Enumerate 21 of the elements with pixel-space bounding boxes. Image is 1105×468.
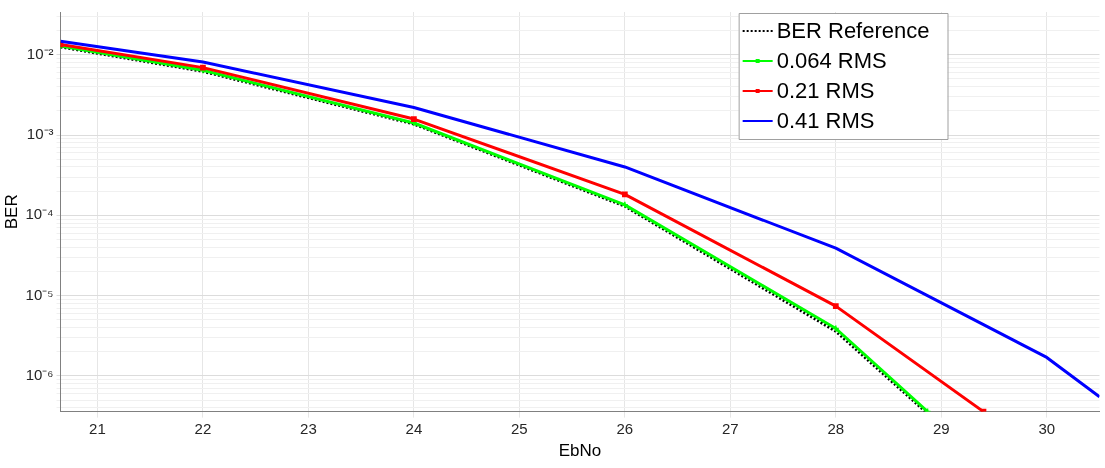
y-tick-label: 10⁻⁶ (25, 366, 54, 384)
y-axis-title: BER (1, 194, 21, 230)
x-tick-label: 25 (511, 419, 528, 437)
x-tick-label: 27 (721, 419, 739, 437)
x-tick-label: 28 (827, 419, 845, 437)
y-tick-label: 10⁻³ (26, 125, 54, 143)
y-tick-label: 10⁻⁵ (25, 285, 54, 303)
legend-label: 0.21 RMS (776, 78, 875, 104)
legend-label: 0.41 RMS (776, 108, 875, 134)
x-tick-label: 21 (89, 419, 106, 437)
legend-label: BER Reference (776, 18, 930, 44)
x-tick-label: 29 (932, 419, 950, 437)
x-tick-label: 22 (194, 419, 212, 437)
x-tick-label: 23 (300, 419, 317, 437)
y-tick-label: 10⁻⁴ (25, 205, 54, 223)
legend-label: 0.064 RMS (776, 48, 887, 74)
x-axis-title: EbNo (558, 441, 602, 461)
y-tick-label: 10⁻² (26, 44, 54, 62)
x-tick-label: 24 (405, 419, 423, 437)
x-tick-label: 26 (616, 419, 634, 437)
x-tick-label: 30 (1038, 419, 1056, 437)
